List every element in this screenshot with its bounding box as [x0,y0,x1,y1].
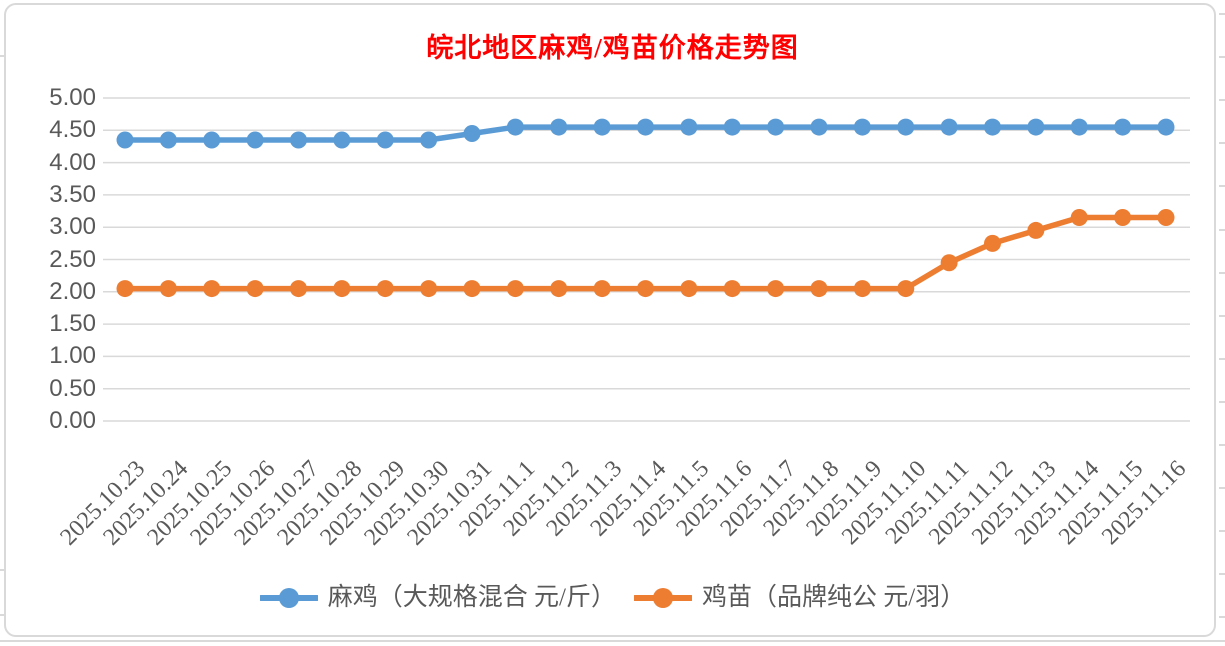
chart-frame [4,3,1216,637]
worksheet-row-line [1219,142,1225,144]
worksheet-row-line [1219,358,1225,360]
legend-label-chick: 鸡苗（品牌纯公 元/羽） [702,584,966,611]
worksheet-row-line [1219,315,1225,317]
worksheet-row-line [1219,13,1225,15]
y-axis-tick-label: 1.50 [49,310,96,338]
y-axis-tick-label: 0.50 [49,374,96,402]
worksheet-row-line [1219,573,1225,575]
legend-item-mahen: 麻鸡（大规格混合 元/斤） [259,582,616,614]
y-axis-tick-label: 4.00 [49,148,96,176]
worksheet-row-line [0,640,1225,642]
worksheet-row-line [1219,272,1225,274]
chart-title: 皖北地区麻鸡/鸡苗价格走势图 [426,33,799,63]
y-axis-tick-label: 4.50 [49,116,96,144]
legend-marker-mahen-icon [259,588,318,608]
y-axis-tick-label: 0.00 [49,407,96,434]
y-axis-tick-label: 3.00 [49,213,96,241]
y-axis-tick-label: 3.50 [49,180,96,208]
worksheet-row-line [1219,616,1225,618]
worksheet-row-line [1219,530,1225,532]
y-axis-tick-label: 5.00 [49,84,96,111]
worksheet-row-line [1219,56,1225,58]
legend-marker-chick-icon [634,588,692,608]
worksheet-row-line [0,614,5,616]
worksheet-row-line [1219,99,1225,101]
worksheet-row-line [0,55,5,57]
worksheet-row-line [1219,401,1225,403]
worksheet-row-line [1219,229,1225,231]
legend-item-chick: 鸡苗（品牌纯公 元/羽） [634,582,965,614]
worksheet-row-line [1219,487,1225,489]
y-axis-tick-label: 2.00 [49,277,96,305]
y-axis-tick-label: 1.00 [49,342,96,370]
worksheet-row-line [1219,444,1225,446]
legend-label-mahen: 麻鸡（大规格混合 元/斤） [327,584,616,611]
y-axis-tick-label: 2.50 [49,245,96,273]
worksheet-row-line [1219,185,1225,187]
chart-legend: 麻鸡（大规格混合 元/斤） 鸡苗（品牌纯公 元/羽） [0,582,1225,614]
worksheet-row-line [0,569,5,571]
